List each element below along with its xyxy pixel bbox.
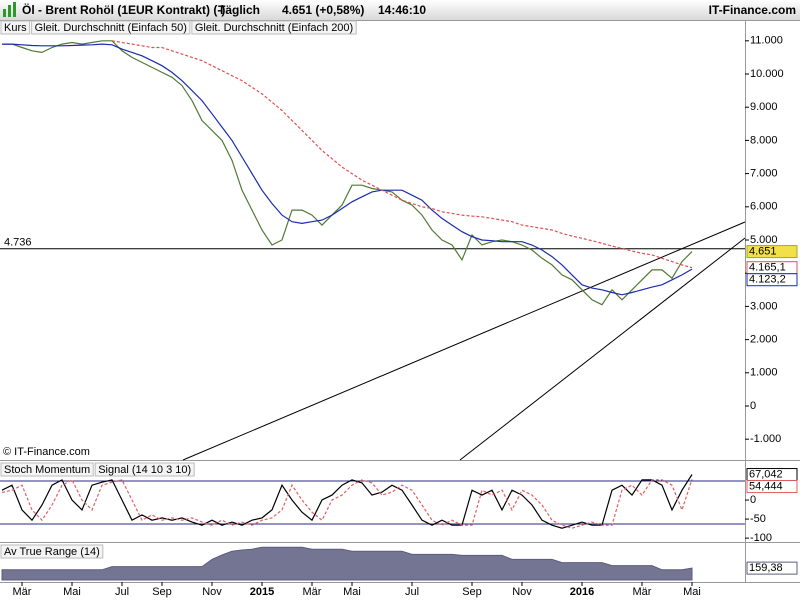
y-tick-label: -1.000 [750, 433, 781, 445]
last-value-box [746, 273, 798, 287]
series-line [1, 474, 693, 529]
x-tick-label: Nov [512, 586, 532, 598]
horizontal-line-label: 4.736 [4, 237, 32, 249]
area [1, 546, 693, 581]
x-tick-label: Jul [405, 586, 419, 598]
y-tick-label: -100 [750, 532, 772, 544]
legend-item: Kurs [0, 20, 31, 35]
y-tick-label: 1.000 [750, 367, 778, 379]
header-title: Öl - Brent Rohöl (1EUR Kontrakt) (-) [22, 2, 225, 17]
legend-item: Stoch Momentum [0, 462, 94, 477]
y-tick-label: 2.000 [750, 333, 778, 345]
trend-line [182, 221, 746, 461]
last-value-box [746, 480, 798, 494]
y-tick-label: 7.000 [750, 168, 778, 180]
y-tick-label: 3.000 [750, 300, 778, 312]
y-tick-label: 0 [750, 400, 756, 412]
y-tick-label: 6.000 [750, 201, 778, 213]
legend-box [0, 544, 104, 559]
x-tick-label: Mär [13, 586, 32, 598]
x-tick-label: Mai [683, 586, 701, 598]
legend-label: Signal (14 10 3 10) [98, 464, 191, 476]
x-tick-label: Jul [115, 586, 129, 598]
x-tick-label: Mär [633, 586, 652, 598]
header-period: Täglich [218, 3, 260, 17]
header-bar [0, 0, 800, 20]
series-line [111, 40, 693, 269]
legend-item: Gleit. Durchschnitt (Einfach 50) [31, 20, 191, 35]
last-value-box [746, 561, 798, 575]
header-icon [3, 2, 16, 17]
series-line [2, 40, 693, 306]
legend-box [94, 462, 195, 477]
last-value-label: 159,38 [749, 562, 783, 574]
legend-label: Av True Range (14) [4, 546, 100, 558]
header-price: 4.651 (+0,58%) [282, 3, 364, 17]
y-tick-label: 8.000 [750, 134, 778, 146]
x-tick-label: Mai [63, 586, 81, 598]
last-value-label: 4.165,1 [749, 262, 786, 274]
y-tick-label: 5.000 [750, 234, 778, 246]
x-tick-label: Sep [462, 586, 482, 598]
legend-item: Av True Range (14) [0, 544, 104, 559]
x-tick-label: 2016 [570, 586, 594, 598]
legend-label: Gleit. Durchschnitt (Einfach 200) [195, 22, 353, 34]
x-tick-label: Nov [202, 586, 222, 598]
legend-item: Signal (14 10 3 10) [94, 462, 195, 477]
legend-label: Gleit. Durchschnitt (Einfach 50) [35, 22, 187, 34]
series-line [2, 43, 693, 296]
last-value-label: 4.123,2 [749, 274, 786, 286]
x-tick-label: Sep [152, 586, 172, 598]
legend-box [0, 462, 94, 477]
series-line [1, 479, 693, 529]
legend-label: Kurs [4, 22, 27, 34]
legend-box [191, 20, 357, 35]
copyright: © IT-Finance.com [3, 446, 90, 458]
y-tick-label: 10.000 [750, 68, 784, 80]
last-value-box [746, 245, 798, 259]
last-value-label: 4.651 [749, 245, 777, 257]
last-value-label: 54,444 [749, 480, 783, 492]
y-tick-label: 11.000 [750, 35, 783, 47]
x-tick-label: Mär [303, 586, 322, 598]
legend-item: Gleit. Durchschnitt (Einfach 200) [191, 20, 357, 35]
y-tick-label: 9.000 [750, 101, 778, 113]
y-tick-label: 0 [750, 494, 756, 506]
x-tick-label: Mai [343, 586, 361, 598]
legend-box [0, 20, 31, 35]
header-time: 14:46:10 [378, 3, 426, 17]
trend-line [459, 237, 746, 461]
x-tick-label: 2015 [250, 586, 274, 598]
y-tick-label: -50 [750, 513, 766, 525]
last-value-label: 67,042 [749, 468, 783, 480]
legend-box [31, 20, 191, 35]
header-brand: IT-Finance.com [709, 3, 796, 17]
legend-label: Stoch Momentum [4, 464, 90, 476]
